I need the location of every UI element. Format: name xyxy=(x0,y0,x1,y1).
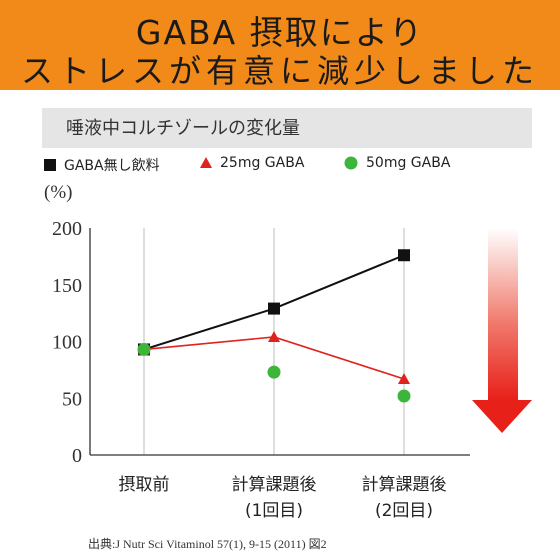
y-tick-label: 100 xyxy=(52,332,82,354)
legend-item-25mg: 25mg GABA xyxy=(200,155,304,171)
data-point-triangle xyxy=(398,372,410,384)
headline-line-1: GABA 摂取により xyxy=(135,13,425,52)
legend-label-25mg: 25mg GABA xyxy=(220,155,305,171)
data-point-circle xyxy=(137,342,151,356)
header-banner: GABA 摂取により ストレスが有意に減少しました xyxy=(0,0,560,90)
data-point-square xyxy=(268,302,280,315)
legend-item-no-gaba: GABA無し飲料 xyxy=(44,155,160,175)
data-point-circle xyxy=(397,389,411,403)
y-tick-label: 150 xyxy=(52,275,82,297)
chart-title-box xyxy=(42,108,532,148)
chart-legend: GABA無し飲料 25mg GABA 50mg GABA xyxy=(42,155,542,177)
data-point-circle xyxy=(267,365,281,379)
down-arrow-shaft xyxy=(488,228,518,400)
legend-label-50mg: 50mg GABA xyxy=(366,155,451,171)
y-tick-label: 50 xyxy=(62,388,82,410)
y-tick-label: 200 xyxy=(52,218,82,240)
source-citation: 出典:J Nutr Sci Vitaminol 57(1), 9-15 (201… xyxy=(88,537,327,551)
data-point-triangle xyxy=(268,330,280,342)
x-category-label: 計算課題後(2回目) xyxy=(362,475,447,521)
legend-label-no-gaba: GABA無し飲料 xyxy=(64,158,160,174)
y-axis-unit-label: (%) xyxy=(44,182,73,203)
x-category-label: 計算課題後(1回目) xyxy=(232,475,317,521)
y-tick-label: 0 xyxy=(72,445,82,467)
x-category-label: 摂取前 xyxy=(119,475,170,495)
headline-line-2: ストレスが有意に減少しました xyxy=(20,52,539,90)
triangle-marker-icon xyxy=(200,157,212,168)
chart-title: 唾液中コルチゾールの変化量 xyxy=(66,118,300,139)
square-marker-icon xyxy=(44,159,56,171)
circle-marker-icon xyxy=(344,156,358,170)
data-point-square xyxy=(398,249,410,262)
down-arrow-head xyxy=(472,400,532,433)
legend-item-50mg: 50mg GABA xyxy=(344,155,450,171)
